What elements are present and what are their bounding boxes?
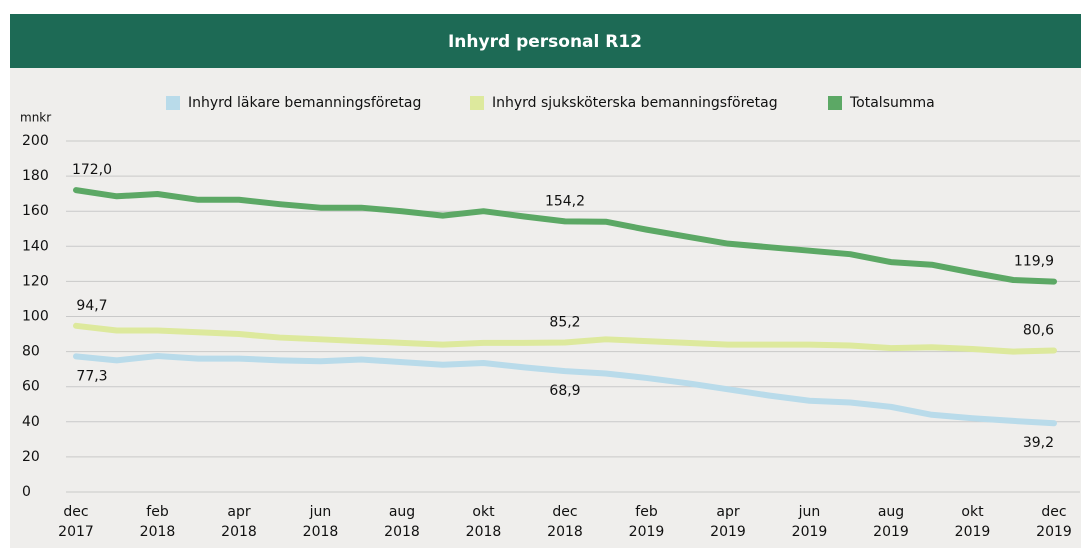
x-tick-label: okt 2018 [466, 504, 502, 540]
legend-swatch [828, 96, 842, 110]
x-tick-label-line: okt [472, 504, 495, 520]
y-axis-label: mnkr [20, 111, 51, 125]
y-tick-label: 80 [22, 344, 40, 360]
y-tick-label: 120 [22, 273, 49, 289]
x-tick-label-line: okt [961, 504, 984, 520]
y-tick-label: 40 [22, 414, 40, 430]
x-tick-label-line: 2017 [58, 524, 94, 540]
x-tick-label-line: 2019 [629, 524, 665, 540]
x-tick-label-line: feb [635, 504, 658, 520]
data-label: 80,6 [1023, 323, 1054, 339]
x-tick-label-line: 2018 [303, 524, 339, 540]
x-tick-label-line: 2018 [466, 524, 502, 540]
x-tick-label: jun 2019 [792, 504, 828, 540]
x-tick-label-line: 2019 [792, 524, 828, 540]
x-tick-label: apr 2019 [710, 504, 746, 540]
x-tick-label-line: jun [309, 504, 332, 520]
x-tick-label-line: aug [389, 504, 415, 520]
x-tick-label-line: 2018 [384, 524, 420, 540]
x-tick-label-line: dec [552, 504, 577, 520]
series-line [73, 187, 1057, 285]
y-tick-label: 160 [22, 203, 49, 219]
x-tick-label-line: 2019 [873, 524, 909, 540]
x-tick-label-line: 2018 [140, 524, 176, 540]
x-tick-label-line: apr [227, 504, 250, 520]
x-tick-label: feb 2018 [140, 504, 176, 540]
x-tick-label: apr 2018 [221, 504, 257, 540]
data-label: 119,9 [1014, 254, 1054, 270]
data-label: 94,7 [76, 298, 107, 314]
y-tick-label: 180 [22, 168, 49, 184]
x-tick-label: okt 2019 [955, 504, 991, 540]
y-tick-label: 60 [22, 379, 40, 395]
x-tick-label-line: 2019 [955, 524, 991, 540]
x-tick-label-line: 2018 [547, 524, 583, 540]
y-tick-label: 200 [22, 133, 49, 149]
x-tick-label-line: aug [878, 504, 904, 520]
legend-swatch [166, 96, 180, 110]
legend-label: Totalsumma [849, 95, 935, 111]
data-label: 39,2 [1023, 435, 1054, 451]
series-line [73, 322, 1057, 355]
x-tick-label: jun 2018 [303, 504, 339, 540]
chart-title: Inhyrd personal R12 [448, 32, 642, 52]
y-tick-label: 20 [22, 449, 40, 465]
legend-label: Inhyrd läkare bemanningsföretag [188, 95, 421, 111]
x-tick-label: dec 2019 [1036, 504, 1072, 540]
x-tick-label: dec 2018 [547, 504, 583, 540]
x-tick-label-line: jun [798, 504, 821, 520]
header [10, 14, 1081, 68]
data-label: 172,0 [72, 162, 112, 178]
x-tick-label: aug 2019 [873, 504, 909, 540]
legend-swatch [470, 96, 484, 110]
x-tick-label-line: 2019 [1036, 524, 1072, 540]
y-tick-label: 0 [22, 484, 31, 500]
series-line [73, 352, 1057, 427]
legend-label: Inhyrd sjuksköterska bemanningsföretag [492, 95, 778, 111]
x-tick-label-line: dec [1041, 504, 1066, 520]
data-label: 68,9 [549, 383, 580, 399]
x-tick-label: aug 2018 [384, 504, 420, 540]
x-tick-label: dec 2017 [58, 504, 94, 540]
data-label: 85,2 [549, 314, 580, 330]
data-label: 77,3 [76, 368, 107, 384]
x-tick-label-line: dec [63, 504, 88, 520]
x-tick-label-line: 2019 [710, 524, 746, 540]
y-tick-label: 140 [22, 238, 49, 254]
y-tick-label: 100 [22, 309, 49, 325]
x-tick-label-line: 2018 [221, 524, 257, 540]
x-tick-label-line: feb [146, 504, 169, 520]
x-tick-label-line: apr [716, 504, 739, 520]
data-label: 154,2 [545, 193, 585, 209]
x-tick-label: feb 2019 [629, 504, 665, 540]
